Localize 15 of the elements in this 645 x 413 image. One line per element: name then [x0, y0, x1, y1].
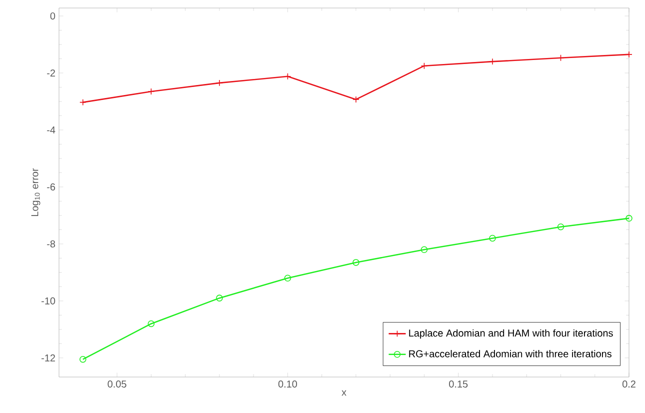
x-tick-label: 0.10 — [278, 380, 297, 388]
x-tick-label: 0.05 — [108, 380, 126, 388]
x-tick-label: 0.15 — [449, 380, 468, 388]
y-tick-label: -6 — [47, 183, 56, 190]
x-axis-title: x — [342, 390, 346, 396]
y-tick-label: -2 — [47, 69, 55, 76]
y-tick-label: 0 — [50, 12, 56, 20]
y-tick-label: -4 — [47, 126, 56, 134]
legend-label: Laplace Adomian and HAM with four iterations — [409, 329, 613, 339]
y-tick-label: -12 — [42, 354, 55, 362]
y-tick-label: -10 — [42, 297, 56, 304]
legend-label: RG+accelerated Adomian with three iterations — [409, 350, 612, 358]
y-tick-label: -8 — [47, 240, 56, 248]
x-tick-label: 0.2 — [622, 380, 636, 388]
y-axis-title: Log$_{10}$ error — [31, 168, 40, 216]
